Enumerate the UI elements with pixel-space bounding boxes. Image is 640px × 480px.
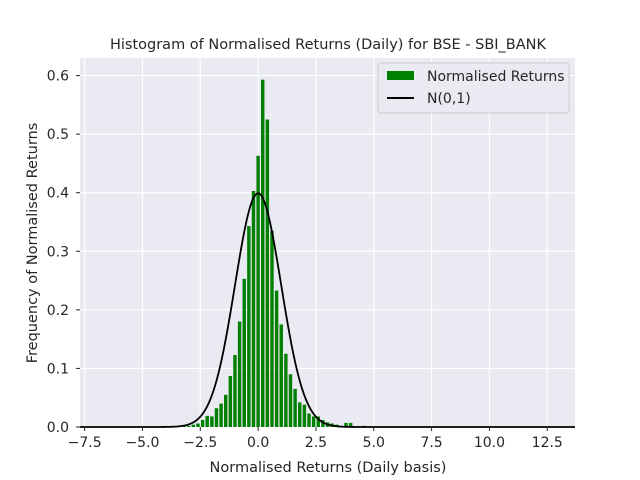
histogram-bar	[302, 404, 307, 427]
y-tick-label: 0.0	[47, 420, 69, 436]
histogram-bar	[187, 425, 191, 427]
histogram-bar	[224, 394, 228, 427]
histogram-bar	[214, 408, 219, 427]
histogram-bar	[274, 290, 279, 427]
chart-title: Histogram of Normalised Returns (Daily) …	[110, 37, 547, 53]
histogram-bar	[191, 424, 196, 427]
histogram-bar	[233, 354, 237, 427]
x-tick-label: 0.0	[247, 435, 269, 451]
y-axis-label: Frequency of Normalised Returns	[25, 123, 41, 364]
histogram-bar	[210, 416, 214, 427]
histogram-bar	[288, 374, 293, 427]
y-tick-label: 0.3	[47, 244, 69, 260]
histogram-bar	[219, 403, 223, 427]
histogram-bar	[344, 422, 348, 427]
histogram-bar	[251, 190, 256, 427]
y-tick-label: 0.1	[47, 361, 69, 377]
legend: Normalised Returns N(0,1)	[377, 62, 570, 114]
x-tick-label: −7.5	[68, 435, 102, 451]
x-tick-label: 2.5	[305, 435, 327, 451]
legend-box	[377, 62, 570, 114]
legend-label-normal-curve: N(0,1)	[427, 91, 471, 107]
normal-curve-line	[80, 192, 575, 428]
x-tick-label: 7.5	[420, 435, 442, 451]
x-axis-label: Normalised Returns (Daily basis)	[210, 460, 447, 476]
histogram-bar	[261, 79, 265, 428]
histogram-bar	[293, 388, 297, 427]
histogram-bar	[321, 419, 325, 427]
histogram-bar	[205, 415, 209, 427]
y-tick-label: 0.5	[47, 127, 69, 143]
histogram-bar	[270, 230, 274, 427]
x-axis-ticks: −7.5 −5.0 −2.5 0.0 2.5 5.0 7.5 10.0 12.5	[68, 427, 563, 451]
histogram-bar	[298, 402, 302, 427]
histogram-bar	[200, 419, 205, 427]
histogram-bar	[196, 423, 200, 427]
x-tick-label: 5.0	[363, 435, 385, 451]
x-tick-label: −2.5	[183, 435, 217, 451]
histogram-bar	[265, 119, 270, 427]
histogram-bar	[348, 422, 353, 427]
x-tick-label: −5.0	[125, 435, 159, 451]
y-tick-label: 0.4	[47, 186, 69, 202]
histogram-bar	[228, 376, 233, 427]
normal-curve-layer	[80, 192, 575, 428]
y-tick-label: 0.6	[47, 69, 69, 85]
plot-area	[80, 58, 575, 427]
histogram-bar	[242, 278, 246, 427]
histogram-bar	[284, 353, 288, 427]
x-tick-label: 10.0	[474, 435, 505, 451]
x-tick-label: 12.5	[532, 435, 563, 451]
histogram-bar	[256, 155, 260, 428]
y-tick-label: 0.2	[47, 303, 69, 319]
histogram-bar	[279, 324, 283, 427]
histogram-bar	[311, 416, 316, 427]
legend-swatch-histogram	[387, 71, 414, 80]
histogram-bar	[307, 413, 311, 427]
histogram-bars	[89, 79, 561, 428]
legend-label-histogram: Normalised Returns	[427, 69, 565, 85]
histogram-bar	[247, 226, 251, 427]
histogram-bar	[237, 321, 242, 427]
histogram-bar	[316, 416, 320, 427]
y-axis-ticks: 0.0 0.1 0.2 0.3 0.4 0.5 0.6	[47, 69, 80, 436]
